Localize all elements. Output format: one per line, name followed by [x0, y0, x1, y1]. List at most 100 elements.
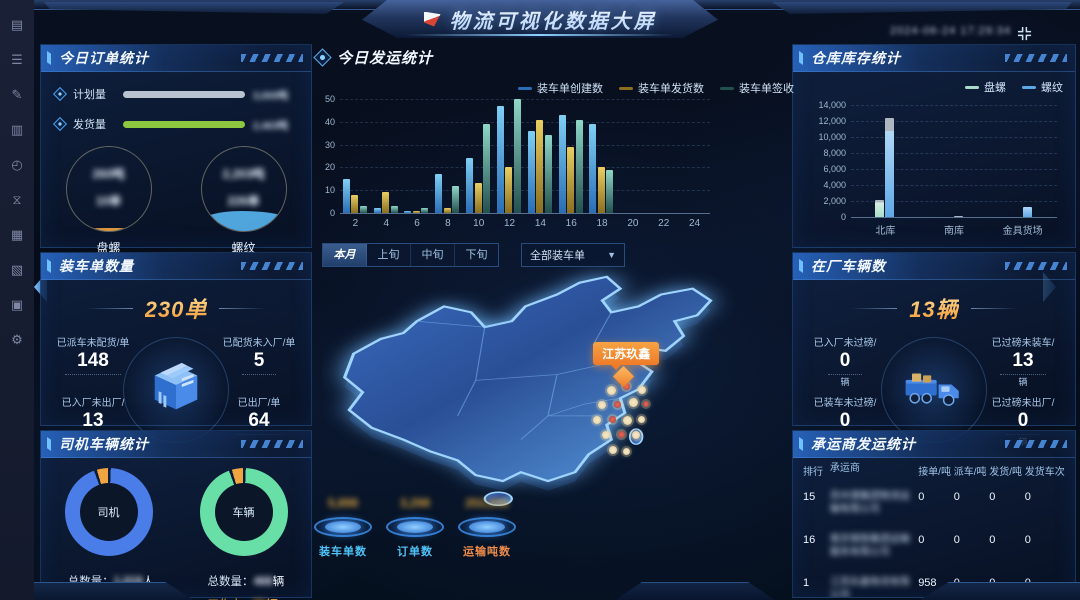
column-header: 排行	[803, 467, 823, 478]
panel-header: 承运商发运统计	[793, 431, 1075, 458]
total-value: 468	[253, 576, 273, 588]
cell-carrier-name: 江苏玖鑫物流有限公司	[830, 577, 918, 597]
carrier-name-text: 南京钢铁集团运输服务有限公司	[829, 534, 910, 558]
map-dot-red	[613, 401, 621, 409]
legend-label: 装车单创建数	[537, 83, 603, 95]
table-header-row: 排行 承运商 接单/吨 派车/吨 发货/吨 发货车次	[803, 463, 1067, 478]
header-stripes	[1005, 54, 1067, 62]
kpi-item: 5,898 装车单数	[314, 496, 372, 559]
loading-order-filter-dropdown[interactable]: 全部装车单 ▼	[521, 243, 625, 267]
map-dot-red	[642, 401, 649, 408]
bar-装车单签收	[421, 208, 429, 213]
card-icon[interactable]: ▣	[10, 297, 24, 312]
progress-track	[123, 120, 245, 128]
order-list-icon[interactable]: ☰	[11, 52, 23, 67]
app-logo-icon	[423, 11, 441, 27]
total-line: 总数量：468辆	[208, 573, 285, 589]
bar-装车单发货数	[505, 167, 513, 213]
bar-装车单发货数	[443, 208, 451, 213]
order-progress-list: 计划量 3,000吨 发货量 2,463吨	[41, 86, 311, 132]
progress-label: 计划量	[73, 89, 106, 101]
grid-line	[340, 144, 710, 146]
settings-icon[interactable]: ⚙	[11, 332, 23, 347]
bar-装车单创建数	[496, 105, 504, 213]
y-axis-tick: 12,000	[818, 116, 846, 126]
panel-carrier-shipments: 承运商发运统计 排行 承运商 接单/吨 派车/吨 发货/吨 发货车次 15 苏州港集团物流运输…	[792, 430, 1076, 598]
pending-icon[interactable]: ⧖	[12, 192, 22, 207]
platform-glow	[469, 521, 505, 533]
bar-装车单发货数	[382, 192, 389, 213]
cell-value: 0	[1024, 491, 1031, 503]
tab-上旬[interactable]: 上旬	[367, 244, 411, 266]
stat-value: 148	[65, 349, 121, 375]
grid-line	[851, 217, 1057, 218]
tab-下旬[interactable]: 下旬	[465, 249, 488, 261]
carrier-name-text: 苏州港集团物流运输有限公司	[829, 491, 910, 515]
report-doc-icon[interactable]: ▥	[10, 122, 24, 137]
map-dot-cream	[602, 430, 611, 439]
gauge-box: 2,203吨 226单 螺纹	[200, 146, 287, 256]
china-map-svg	[342, 275, 713, 507]
cell-value: 0	[953, 534, 960, 546]
gauge-wave	[66, 227, 151, 231]
legend-item: 盘螺	[965, 79, 1006, 95]
x-axis-tick: 6	[414, 218, 420, 229]
stat-cell: 已入厂未过磅/0 辆	[795, 334, 895, 388]
decor-line	[86, 307, 133, 309]
progress-fill	[123, 120, 245, 128]
gauge-value-2: 10单	[95, 194, 122, 208]
shipment-doc-icon[interactable]: ▧	[10, 262, 24, 277]
carrier-table: 排行 承运商 接单/吨 派车/吨 发货/吨 发货车次 15 苏州港集团物流运输有限公司 0 0 0 0…	[803, 463, 1067, 597]
collapse-fullscreen-icon[interactable]	[1017, 26, 1032, 41]
panel-factory-vehicles: 在厂车辆数 13辆 已入厂未过磅/0	[792, 252, 1076, 447]
map-dot-cream	[638, 415, 646, 423]
legend-item: 装车单发货数	[619, 80, 704, 96]
warehouse-bar-chart: 0 2,000 4,000 6,000 8,000 10,000 12,000 14,000 北…	[803, 100, 1065, 241]
panel-title: 仓库库存统计	[811, 50, 901, 66]
bar-装车单签收	[483, 124, 490, 213]
column-header: 派车/吨	[953, 467, 987, 478]
working-line: 工作中：86辆	[208, 596, 285, 600]
table-row: 16 南京钢铁集团运输服务有限公司 0 0 0 0	[803, 525, 1067, 568]
bar-装车单创建数	[558, 114, 566, 213]
total-unit: 辆	[272, 576, 285, 588]
cell-value: 0	[918, 534, 925, 546]
loading-center-glow	[123, 337, 229, 443]
legend-label: 螺纹	[1041, 82, 1063, 94]
kpi-item: 3,298 订单数	[386, 496, 444, 559]
grid-line	[851, 137, 1057, 138]
loading-total-value: 230单	[145, 292, 208, 324]
bar-装车单发货数	[412, 210, 420, 213]
totals-column: 总数量：468辆工作中：86辆	[208, 566, 285, 600]
shipment-title-row: 今日发运统计	[313, 47, 433, 68]
stats-doc-icon[interactable]: ▦	[10, 227, 24, 242]
chevron-down-icon: ▼	[607, 250, 616, 260]
bar-装车单签收	[575, 119, 583, 213]
header-stripes	[1005, 262, 1067, 270]
y-axis-tick: 0	[840, 212, 846, 222]
time-search-icon[interactable]: ◴	[11, 157, 23, 172]
form-check-icon[interactable]: ▤	[10, 17, 24, 32]
x-axis-tick: 20	[627, 218, 639, 229]
cell-value: 0	[1024, 534, 1031, 546]
bar-装车单创建数	[435, 174, 443, 213]
y-axis-tick: 10,000	[818, 132, 846, 142]
header-stripes	[1005, 440, 1067, 448]
bar-装车单发货数	[474, 183, 482, 213]
platform-glow	[397, 521, 433, 533]
bar-装车单签收	[513, 99, 521, 213]
stat-cell: 已配货未入厂/单 5	[209, 334, 309, 375]
header-stripes	[241, 440, 303, 448]
y-axis-tick: 50	[324, 94, 335, 104]
grid-line	[851, 201, 1057, 202]
tab-中旬[interactable]: 中旬	[411, 244, 455, 266]
progress-fill	[123, 90, 245, 98]
map-company-badge[interactable]: 江苏玖鑫	[593, 341, 660, 370]
edit-doc-icon[interactable]: ✎	[11, 87, 23, 102]
diamond-icon	[52, 86, 68, 102]
legend-item: 螺纹	[1022, 79, 1063, 95]
panel-driver-vehicle: 司机车辆统计 司机车辆 总数量：1,019人工作中：108人总数量：468辆工作…	[40, 430, 312, 600]
donut-charts: 司机 车辆	[41, 468, 311, 556]
tab-本月[interactable]: 本月	[323, 244, 367, 266]
